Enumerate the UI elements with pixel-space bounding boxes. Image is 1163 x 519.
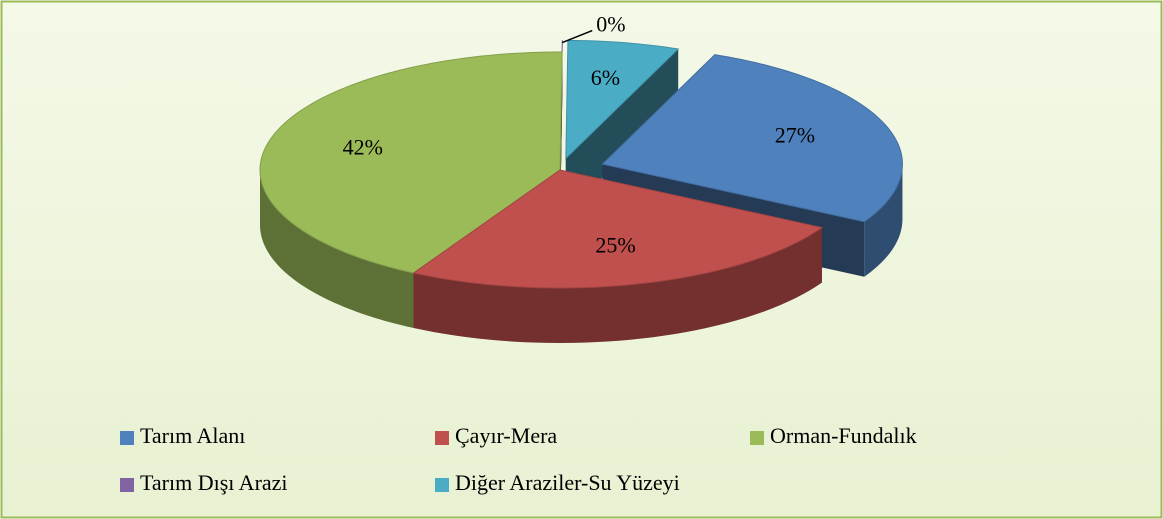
pie: 27% 25% 42% 0% 6%: [259, 12, 903, 343]
legend-swatch: [435, 478, 449, 492]
slice-top: [601, 54, 903, 223]
data-label: 27%: [775, 123, 815, 148]
legend-label: Orman-Fundalık: [770, 423, 917, 448]
slice-wall: [864, 164, 903, 277]
leader-line: [561, 29, 593, 44]
slice-top: [259, 51, 563, 274]
legend-swatch: [750, 431, 764, 445]
slice-side: [565, 49, 679, 214]
pie-slice: [412, 169, 824, 343]
data-label: 6%: [591, 65, 620, 90]
legend-swatch: [120, 431, 134, 445]
legend-label: Çayır-Mera: [455, 423, 557, 448]
data-label: 42%: [343, 135, 383, 160]
data-label: 25%: [595, 232, 635, 257]
slice-wall: [413, 227, 822, 343]
legend: Tarım Alanı Çayır-Mera Orman-Fundalık Tarım…: [120, 423, 917, 495]
data-label: 0%: [596, 12, 625, 37]
legend-swatch: [435, 431, 449, 445]
slice-top: [412, 169, 824, 289]
slice-top: [565, 39, 680, 160]
legend-label: Tarım Dışı Arazi: [140, 470, 288, 495]
pie-slice: [565, 39, 680, 214]
legend-label: Tarım Alanı: [140, 423, 245, 448]
legend-swatch: [120, 478, 134, 492]
legend-label: Diğer Araziler-Su Yüzeyi: [455, 470, 680, 495]
